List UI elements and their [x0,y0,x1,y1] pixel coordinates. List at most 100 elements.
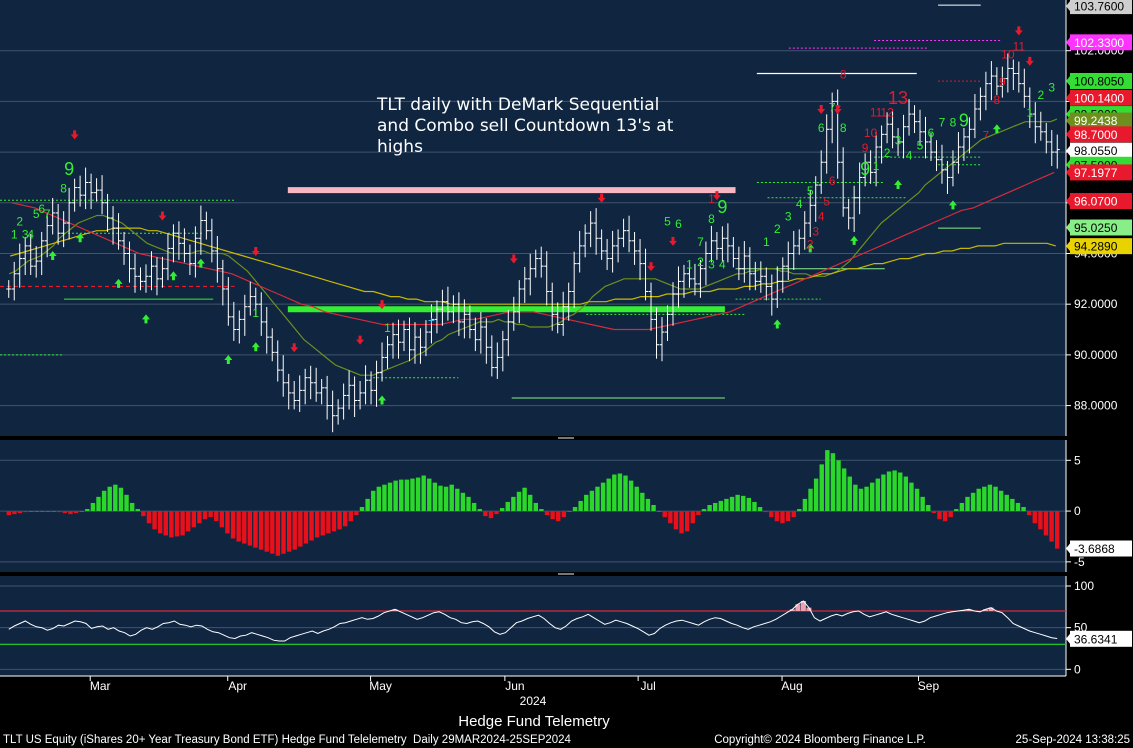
histogram-bar [410,478,415,512]
demark-count: 1 [873,159,880,173]
demark-count: 11 [1013,40,1026,54]
histogram-bar [926,504,931,512]
histogram-bar [847,476,852,512]
buy-arrow [948,200,957,210]
histogram-bar [314,511,320,538]
ohlc-bar [275,340,281,382]
price-label-box [1070,193,1132,210]
buy-arrow [992,124,1001,134]
histogram-bar [404,479,410,512]
demark-count: 8 [994,93,1001,107]
ohlc-bar [1027,87,1033,129]
histogram-bar [959,502,965,512]
ohlc-bar [582,224,588,258]
demark-count: 3 [895,133,902,147]
ohlc-bar [55,204,61,245]
ohlc-bar [434,300,440,334]
histogram-bar [780,511,785,524]
ohlc-bar [472,317,478,352]
price-label-text: 97.1977 [1074,166,1118,180]
sell-arrow [712,191,721,201]
histogram-bar [668,511,673,524]
ohlc-bar [461,299,467,339]
demark-count: 6 [38,202,45,216]
sell-arrow [597,193,606,203]
y-tick-label: 92.0000 [1074,297,1118,311]
ohlc-bar [862,153,868,187]
ohlc-bar [61,211,67,248]
price-panel: 88.000090.000092.000094.000096.000098.00… [0,0,1133,453]
histogram-bar [718,500,724,512]
histogram-bar [987,484,993,512]
ohlc-bar [330,390,336,433]
ohlc-bar [368,371,374,405]
histogram-bar [57,511,62,513]
histogram-bar [763,511,768,513]
ohlc-bar [165,233,171,281]
ohlc-bar [467,305,473,339]
ohlc-bar [643,248,649,301]
histogram-bar [382,484,387,512]
ohlc-bar [599,229,605,260]
histogram-bar [909,482,914,512]
histogram-bar [645,498,651,512]
histogram-bar [365,498,370,512]
ohlc-bar [758,261,764,293]
histogram-bar [701,509,707,512]
ohlc-bar [675,266,681,308]
ohlc-bar [988,61,994,101]
rsi-overbought-fill [806,607,812,611]
histogram-bar [578,500,583,512]
histogram-bar [186,511,191,532]
ohlc-bar [439,289,445,326]
ohlc-bar [999,66,1005,98]
price-label-pointer [1066,1,1070,12]
ohlc-bar [225,277,231,326]
histogram-bar [90,502,96,512]
oscillator-panel: 5 0 -5-3.6868 [0,440,1133,576]
ohlc-bar [379,342,385,382]
month-label: Jun [505,679,524,693]
histogram-bar [516,491,522,512]
histogram-bar [236,511,241,542]
ohlc-bar [50,197,56,235]
demark-count: 1 [252,306,259,320]
histogram-bar [965,496,970,512]
ohlc-bar [972,94,978,139]
histogram-bar [275,511,281,556]
histogram-bar [219,511,225,528]
ohlc-bar [231,301,237,341]
ohlc-bar [401,320,407,352]
histogram-bar [298,511,303,547]
ohlc-bar [802,211,808,250]
histogram-bar [920,496,925,512]
demark-count: 8 [840,68,847,82]
histogram-bar [628,480,634,512]
sell-arrow [817,105,826,114]
price-label-box [1070,164,1132,181]
ohlc-bar [522,266,528,303]
ohlc-bar [198,205,204,255]
histogram-bar [696,511,701,516]
ohlc-bar [1005,53,1011,93]
footer-title: Hedge Fund Telemetry [458,713,610,730]
ohlc-bar [137,267,143,291]
ohlc-bar [242,294,248,336]
demark-count: 9 [862,141,869,155]
ohlc-bar [621,218,627,248]
ohlc-bar [28,233,34,276]
price-label-pointer [1066,145,1070,156]
ohlc-bar [686,261,692,288]
histogram-bar [6,511,12,516]
ohlc-bar [791,230,797,270]
histogram-bar [606,478,611,512]
histogram-bar [869,482,875,512]
ohlc-bar [406,317,412,362]
histogram-bar [214,511,219,522]
ohlc-bar [610,230,616,273]
sell-arrow [1025,56,1034,66]
histogram-bar [998,490,1004,512]
ohlc-bar [796,229,802,255]
price-label-pointer [1066,159,1070,170]
